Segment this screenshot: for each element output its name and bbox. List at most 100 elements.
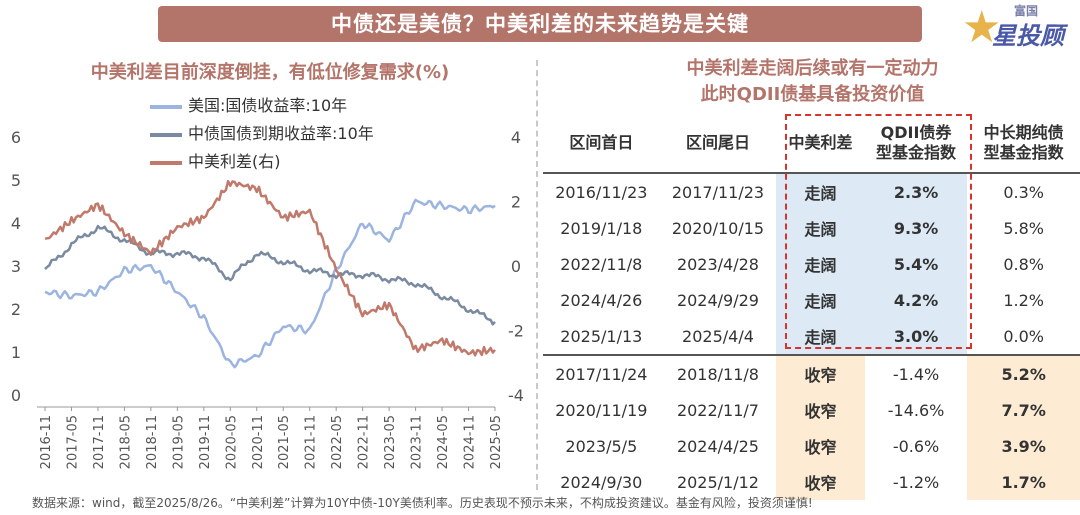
brand-logo: ★ 富国 星投顾 [962, 2, 1072, 52]
y-right-tick-label: 4 [511, 128, 521, 147]
cell-bond: 0.0% [1003, 326, 1044, 346]
table-row: 2017/11/24 2018/11/8 收窄 -1.4% 5.2% [543, 354, 1080, 392]
cell-bond: 5.8% [1003, 218, 1044, 238]
chart-legend: 美国:国债收益率:10年 中债国债到期收益率:10年 中美利差(右) [150, 92, 374, 176]
cell-start-date: 2019/1/18 [560, 218, 643, 238]
y-left-tick-label: 0 [11, 386, 21, 405]
cell-spread: 收窄 [776, 464, 865, 500]
table-header-row: 区间首日 区间尾日 中美利差 QDII债券 型基金指数 中长期纯债 型基金指数 [543, 113, 1080, 174]
cell-start-date: 2023/5/5 [565, 436, 638, 456]
table-row: 2019/1/18 2020/10/15 走阔 9.3% 5.8% [543, 210, 1080, 246]
cell-bond: 3.9% [967, 428, 1080, 464]
cell-qdii: 5.4% [864, 246, 968, 282]
cell-qdii: 9.3% [864, 210, 968, 246]
cell-spread: 走阔 [776, 246, 865, 282]
x-tick-label: 2016-11 [39, 415, 54, 469]
header-bond-index: 中长期纯债 型基金指数 [967, 113, 1080, 174]
cell-end-date: 2024/4/25 [676, 436, 759, 456]
y-left-tick-label: 3 [11, 257, 21, 276]
banner-title: 中债还是美债？中美利差的未来趋势是关键 [158, 6, 922, 42]
cell-qdii: -1.4% [864, 354, 968, 392]
x-tick-label: 2021-05 [277, 415, 292, 469]
y-left-tick-label: 6 [11, 128, 21, 147]
cell-qdii: 4.2% [864, 282, 968, 318]
x-tick-label: 2018-11 [145, 415, 160, 469]
cell-bond: 7.7% [967, 392, 1080, 428]
cell-qdii: -0.6% [892, 436, 940, 456]
cell-start-date: 2025/1/13 [560, 326, 643, 346]
cell-end-date: 2018/11/8 [659, 354, 777, 392]
table-row: 2023/5/5 2024/4/25 收窄 -0.6% 3.9% [543, 428, 1080, 464]
legend-label-cn: 中债国债到期收益率:10年 [188, 124, 374, 143]
series-line-0 [44, 198, 496, 369]
cell-bond: 1.7% [967, 464, 1080, 500]
cell-start-date: 2016/11/23 [555, 182, 648, 202]
legend-label-us: 美国:国债收益率:10年 [188, 96, 348, 115]
cell-end-date: 2023/4/28 [676, 254, 759, 274]
legend-swatch-cn [150, 133, 182, 137]
cell-spread: 收窄 [776, 428, 865, 464]
cell-start-date: 2017/11/24 [543, 354, 660, 392]
line-chart: 6 5 4 3 2 1 0 4 2 0 -2 -4 2016-11 2017-05 2017-11 2018-… [11, 128, 524, 469]
cell-qdii: -1.2% [892, 472, 940, 492]
y-right-tick-label: -4 [508, 386, 524, 405]
y-left-tick-label: 2 [11, 300, 21, 319]
cell-start-date: 2020/11/19 [555, 400, 648, 420]
legend-swatch-us [150, 105, 182, 109]
x-tick-label: 2020-11 [251, 415, 266, 469]
y-right-tick-label: 0 [511, 257, 521, 276]
y-right-tick-label: -2 [508, 322, 524, 341]
cell-spread: 收窄 [776, 354, 865, 392]
star-icon: ★ [962, 2, 1002, 53]
header-qdii-index: QDII债券 型基金指数 [864, 113, 968, 174]
legend-swatch-spread [150, 161, 182, 165]
x-tick-label: 2024-11 [463, 415, 478, 469]
header-end-date: 区间尾日 [659, 113, 777, 174]
series-line-1 [44, 224, 496, 326]
x-tick-label: 2019-11 [198, 415, 213, 469]
logo-big-text: 星投顾 [992, 22, 1064, 50]
y-left-tick-label: 4 [11, 214, 21, 233]
cell-start-date: 2024/9/30 [560, 472, 643, 492]
cell-spread: 走阔 [776, 173, 865, 210]
table-row: 2020/11/19 2022/11/7 收窄 -14.6% 7.7% [543, 392, 1080, 428]
legend-item-spread: 中美利差(右) [150, 148, 374, 176]
series-line-2 [44, 179, 496, 357]
y-right-tick-label: 2 [511, 193, 521, 212]
cell-start-date: 2024/4/26 [560, 290, 643, 310]
highlight-box [785, 114, 972, 349]
cell-qdii: 2.3% [864, 173, 968, 210]
y-left-tick-label: 1 [11, 343, 21, 362]
table-row: 2024/4/26 2024/9/29 走阔 4.2% 1.2% [543, 282, 1080, 318]
cell-bond: 5.2% [967, 354, 1080, 392]
cell-start-date: 2022/11/8 [560, 254, 643, 274]
header-spread: 中美利差 [776, 113, 865, 174]
cell-bond: 1.2% [1003, 290, 1044, 310]
chart-title: 中美利差目前深度倒挂，有低位修复需求(%) [90, 62, 450, 83]
x-tick-label: 2023-11 [410, 415, 425, 469]
legend-item-us: 美国:国债收益率:10年 [150, 92, 374, 120]
x-tick-label: 2022-05 [330, 415, 345, 469]
cell-qdii: -14.6% [887, 400, 945, 420]
table-row: 2024/9/30 2025/1/12 收窄 -1.2% 1.7% [543, 464, 1080, 500]
x-tick-label: 2019-05 [171, 415, 186, 469]
cell-end-date: 2025/4/4 [682, 326, 754, 346]
cell-end-date: 2024/9/29 [676, 290, 759, 310]
x-tick-label: 2020-05 [224, 415, 239, 469]
footnote: 数据来源：wind，截至2025/8/26。“中美利差”计算为10Y中债-10Y… [32, 496, 813, 510]
x-tick-label: 2018-05 [118, 415, 133, 469]
legend-item-cn: 中债国债到期收益率:10年 [150, 120, 374, 148]
cell-end-date: 2017/11/23 [671, 182, 765, 202]
cell-spread: 走阔 [776, 282, 865, 318]
cell-spread: 走阔 [776, 210, 865, 246]
table-title: 中美利差走阔后续或有一定动力 此时QDII债基具备投资价值 [545, 56, 1080, 108]
cell-bond: 0.8% [1003, 254, 1044, 274]
divider [536, 60, 538, 490]
header-start-date: 区间首日 [543, 113, 660, 174]
table-title-line1: 中美利差走阔后续或有一定动力 [686, 58, 939, 79]
table-row: 2022/11/8 2023/4/28 走阔 5.4% 0.8% [543, 246, 1080, 282]
logo-small-text: 富国 [1014, 4, 1039, 18]
cell-bond: 0.3% [1003, 182, 1044, 202]
table-title-line2: 此时QDII债基具备投资价值 [700, 84, 925, 105]
